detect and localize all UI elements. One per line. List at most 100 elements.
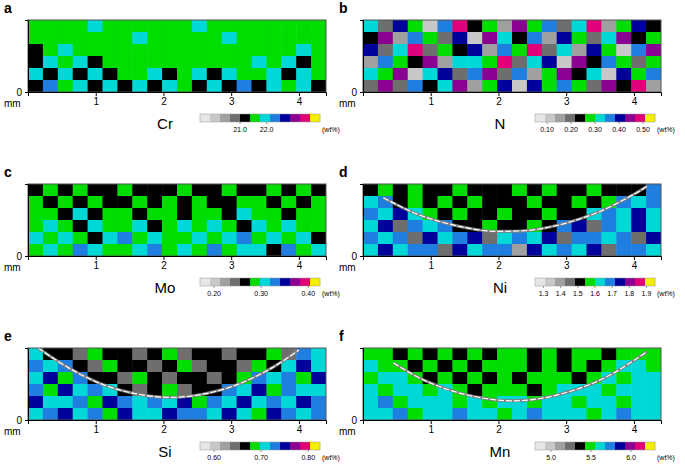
x-tick: 1	[428, 420, 434, 435]
heatmap-cell	[266, 68, 281, 81]
colorbar-swatch	[605, 278, 615, 286]
heatmap-cell	[177, 68, 192, 81]
heatmap-cell	[363, 232, 378, 245]
y-tick: 0	[351, 87, 363, 98]
colorbar-tick-label: 1.6	[590, 290, 600, 297]
heatmap-cell	[252, 80, 267, 92]
heatmap-cell	[103, 348, 118, 361]
heatmap-cell	[452, 20, 467, 33]
heatmap-cell	[616, 44, 631, 57]
heatmap-cell	[73, 56, 88, 69]
heatmap-cell	[88, 220, 103, 233]
heatmap-cell	[207, 196, 222, 209]
colorbar-swatch	[605, 114, 615, 122]
heatmap-cell	[438, 56, 453, 69]
heatmap-cell	[281, 68, 296, 81]
heatmap-cell	[601, 20, 616, 33]
colorbar-swatch	[585, 442, 595, 450]
y-tick-label: 0	[16, 415, 22, 426]
heatmap-cell	[296, 372, 311, 385]
heatmap-cell	[482, 244, 497, 256]
heatmap-cell	[616, 396, 631, 409]
heatmap-cell	[177, 80, 192, 92]
heatmap-cell	[28, 56, 43, 69]
heatmap-cell	[88, 396, 103, 409]
heatmap-cell	[222, 184, 237, 197]
heatmap-cell	[43, 56, 58, 69]
x-tick-label: 3	[564, 96, 570, 107]
heatmap-cell	[222, 244, 237, 256]
heatmap-cell	[132, 80, 147, 92]
colorbar-swatch	[555, 442, 565, 450]
heatmap-cell	[452, 244, 467, 256]
heatmap-cell	[438, 396, 453, 409]
colorbar-swatch	[545, 442, 555, 450]
heatmap-cell	[646, 396, 661, 409]
heatmap-cell	[572, 408, 587, 420]
heatmap-cell	[311, 32, 326, 45]
heatmap-cell	[103, 360, 118, 373]
heatmap-cell	[542, 44, 557, 57]
heatmap-cell	[616, 372, 631, 385]
colorbar-swatch	[635, 442, 645, 450]
colorbar: 21.022.0(wt%)	[200, 114, 340, 134]
heatmap-cell	[252, 32, 267, 45]
heatmap-cell	[28, 360, 43, 373]
heatmap-cell	[527, 372, 542, 385]
colorbar-swatch	[555, 114, 565, 122]
heatmap-cell	[237, 232, 252, 245]
heatmap-cell	[512, 196, 527, 209]
colorbar-swatch	[200, 442, 210, 450]
heatmap-cell	[408, 20, 423, 33]
colorbar-swatch	[220, 114, 230, 122]
heatmap-cell	[103, 244, 118, 256]
colorbar-swatch	[545, 278, 555, 286]
heatmap-cell	[252, 220, 267, 233]
colorbar-frame	[200, 114, 320, 122]
heatmap-cell	[452, 396, 467, 409]
x-tick: 1	[93, 92, 99, 107]
heatmap-cell	[147, 232, 162, 245]
x-tick: 4	[297, 420, 303, 435]
heatmap-cell	[117, 396, 132, 409]
colorbar: 0.600.700.80(wt%)	[200, 442, 340, 462]
heatmap-cell	[281, 220, 296, 233]
heatmap-cell	[162, 44, 177, 57]
heatmap-cell	[467, 208, 482, 221]
heatmap-cell	[408, 220, 423, 233]
heatmap-cell	[423, 232, 438, 245]
heatmap-cell	[482, 208, 497, 221]
heatmap-cell	[162, 68, 177, 81]
heatmap-cell	[103, 396, 118, 409]
heatmap-cell	[266, 372, 281, 385]
heatmap-cell	[177, 360, 192, 373]
heatmap-cell	[103, 184, 118, 197]
heatmap-cell	[266, 44, 281, 57]
heatmap-cell	[88, 20, 103, 33]
colorbar-swatch	[595, 114, 605, 122]
heatmap-cell	[512, 68, 527, 81]
heatmap-cell	[467, 80, 482, 92]
heatmap-cell	[132, 184, 147, 197]
heatmap-cell	[88, 68, 103, 81]
heatmap-cell	[222, 196, 237, 209]
heatmap-cell	[58, 396, 73, 409]
colorbar-swatch	[260, 442, 270, 450]
heatmap-cell	[147, 360, 162, 373]
colorbar-swatch	[240, 442, 250, 450]
colorbar-swatch	[535, 442, 545, 450]
heatmap-cell	[117, 208, 132, 221]
heatmap-cell	[512, 20, 527, 33]
heatmap-cell	[423, 20, 438, 33]
heatmap-cell	[601, 244, 616, 256]
heatmap-cell	[311, 372, 326, 385]
heatmap-cell	[467, 408, 482, 420]
heatmap-cell	[408, 56, 423, 69]
heatmap-cell	[557, 208, 572, 221]
heatmap-cell	[147, 20, 162, 33]
boundary-line-shadow	[383, 186, 647, 231]
heatmap-cell	[616, 220, 631, 233]
heatmap-cell	[207, 208, 222, 221]
y-tick-label: 0	[16, 87, 22, 98]
heatmap-cell	[482, 348, 497, 361]
